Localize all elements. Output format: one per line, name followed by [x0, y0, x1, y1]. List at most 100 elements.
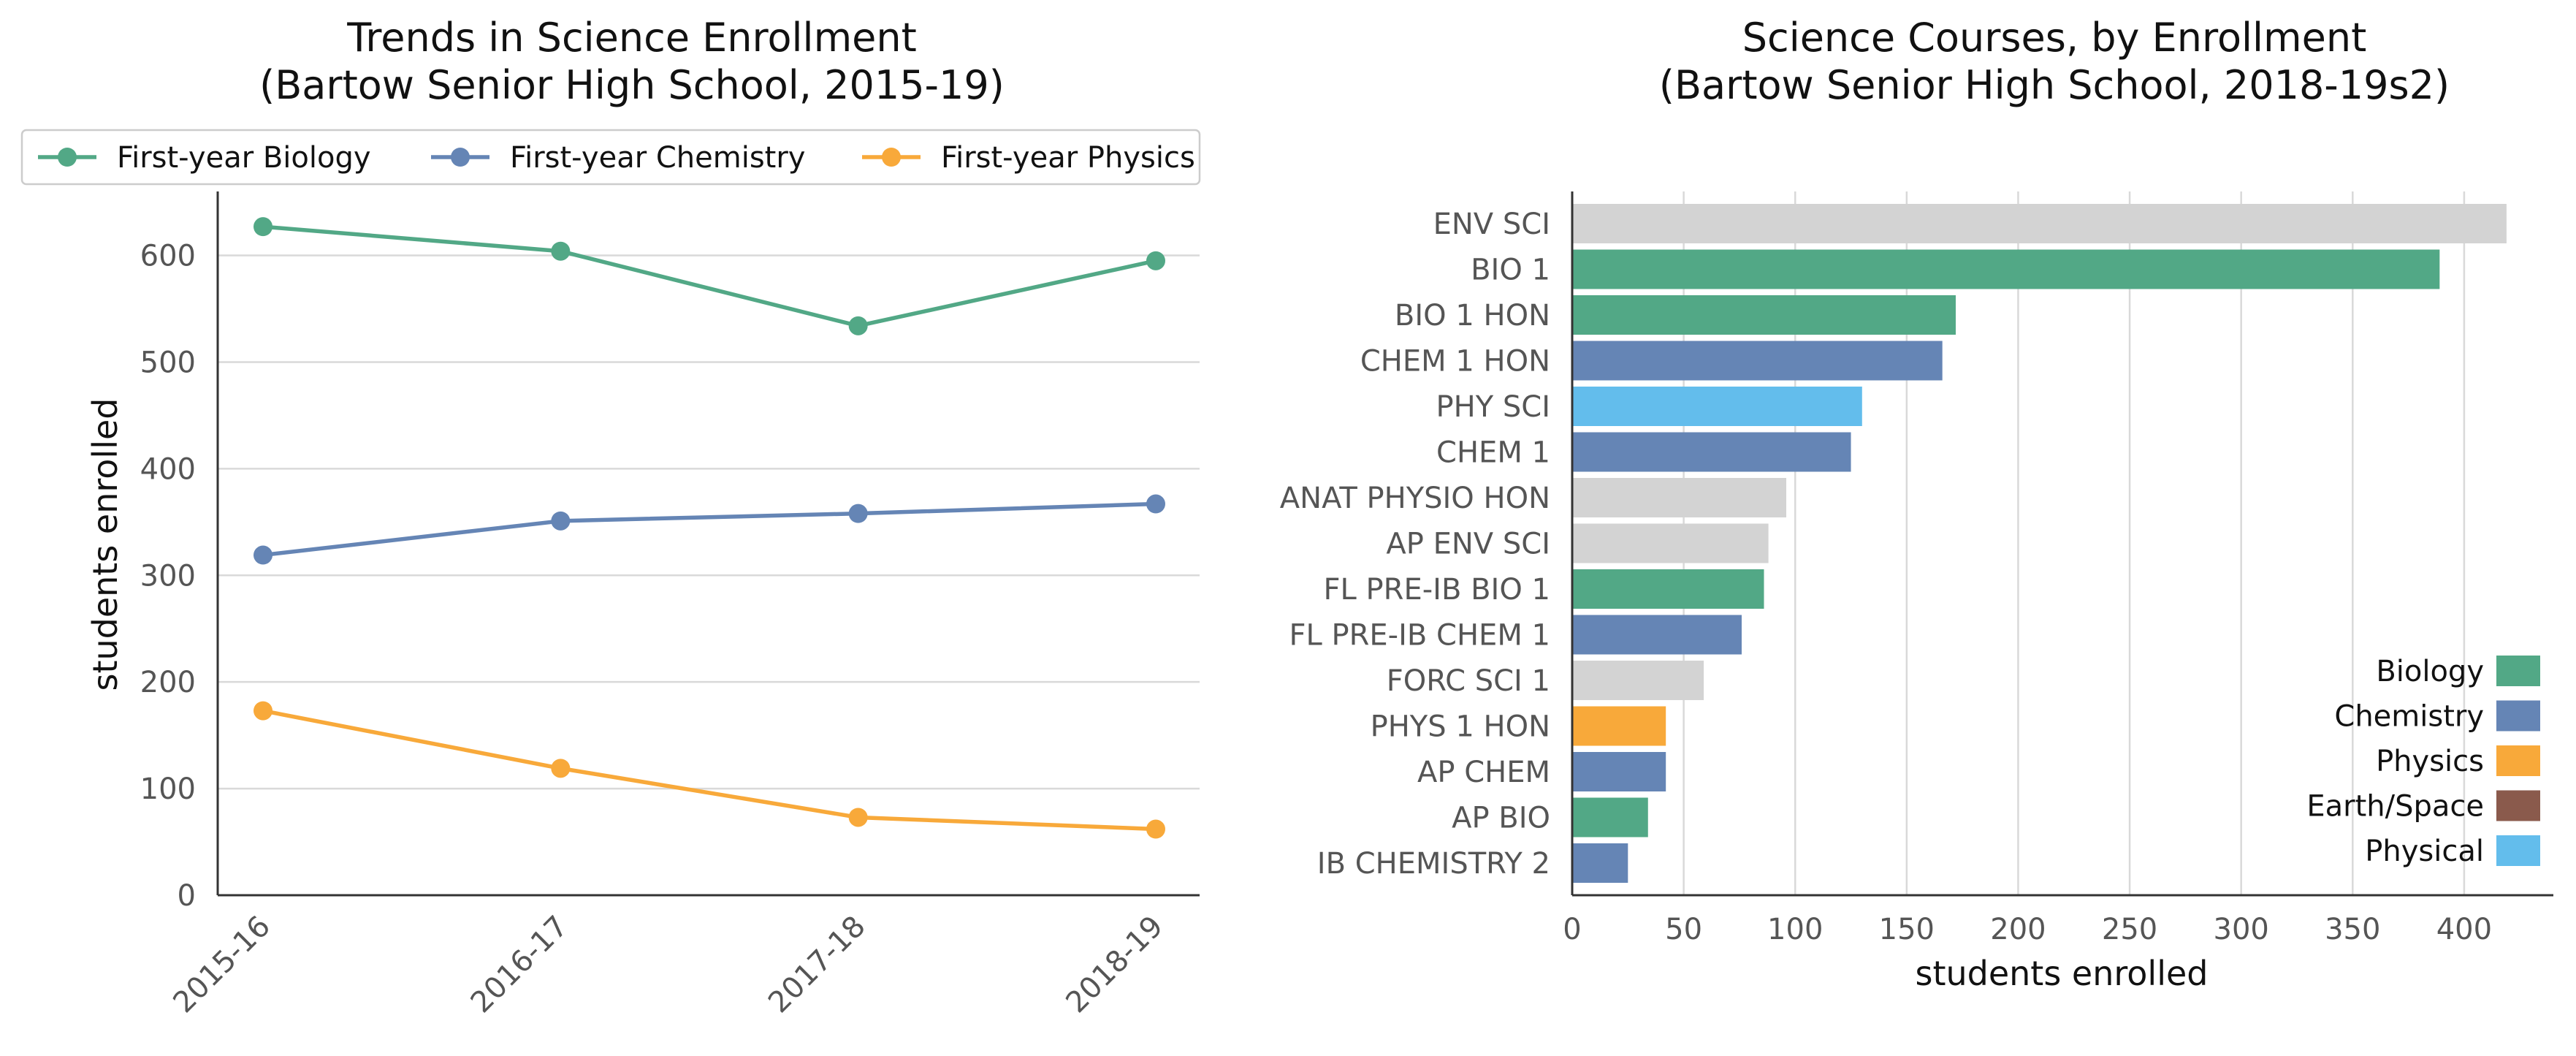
- bar: [1572, 569, 1764, 609]
- line-chart-legend-box: [20, 129, 1201, 186]
- bar-chart-x-ticks: 0 50 100 150 200 250 300 350 400: [1563, 913, 2492, 946]
- y-tick-label: 0: [178, 879, 196, 913]
- bar-chart-title: Science Courses, by Enrollment: [1742, 15, 2367, 61]
- series-line: [262, 224, 1156, 328]
- bar: [1572, 432, 1851, 472]
- data-point: [551, 241, 571, 261]
- y-tick-label: 200: [140, 666, 196, 699]
- legend-marker: [58, 148, 77, 167]
- legend-marker: [882, 148, 901, 167]
- bar: [1572, 204, 2507, 243]
- category-label: FORC SCI 1: [1387, 664, 1550, 698]
- bar: [1572, 615, 1742, 655]
- category-label: AP CHEM: [1417, 756, 1550, 789]
- x-tick-label: 250: [2102, 913, 2157, 946]
- legend-swatch: [2496, 700, 2540, 732]
- bar: [1572, 661, 1704, 700]
- legend-label: Physical: [2365, 835, 2484, 868]
- category-label: CHEM 1 HON: [1360, 345, 1550, 379]
- data-point: [1146, 494, 1165, 514]
- category-label: FL PRE-IB BIO 1: [1324, 573, 1550, 607]
- y-tick-label: 300: [140, 559, 196, 593]
- y-tick-label: 100: [140, 772, 196, 806]
- bar: [1572, 523, 1769, 563]
- bar-chart-subtitle: (Bartow Senior High School, 2018-19s2): [1659, 62, 2450, 108]
- line-chart-title: Trends in Science Enrollment: [346, 15, 917, 61]
- bar: [1572, 387, 1862, 426]
- legend-label: Biology: [2376, 655, 2484, 688]
- x-tick-label: 0: [1563, 913, 1581, 946]
- bar: [1572, 797, 1648, 837]
- data-point: [848, 504, 868, 523]
- legend-label: Physics: [2376, 745, 2484, 778]
- bar: [1572, 478, 1787, 517]
- category-label: PHYS 1 HON: [1371, 710, 1550, 744]
- x-tick-label: 2016-17: [465, 910, 575, 1020]
- y-tick-label: 600: [140, 240, 196, 273]
- x-tick-label: 100: [1767, 913, 1823, 946]
- x-tick-label: 200: [1990, 913, 2046, 946]
- x-tick-label: 2017-18: [762, 910, 872, 1020]
- category-label: FL PRE-IB CHEM 1: [1289, 619, 1550, 653]
- y-tick-label: 400: [140, 452, 196, 486]
- data-point: [254, 701, 273, 721]
- series-line: [262, 708, 1156, 832]
- line-chart-y-ticks: 0 100 200 300 400 500 600: [140, 240, 196, 913]
- x-tick-label: 2015-16: [167, 910, 277, 1020]
- legend-label: First-year Chemistry: [510, 141, 805, 175]
- x-tick-label: 50: [1665, 913, 1702, 946]
- legend-swatch: [2496, 656, 2540, 686]
- bar: [1572, 706, 1666, 746]
- data-point: [848, 808, 868, 827]
- x-tick-label: 300: [2214, 913, 2269, 946]
- bar-chart-legend: Biology Chemistry Physics Earth/Space Physic…: [2306, 655, 2540, 868]
- category-label: IB CHEMISTRY 2: [1317, 847, 1550, 881]
- legend-swatch: [2496, 790, 2540, 821]
- category-label: AP BIO: [1452, 802, 1550, 835]
- legend-label: Earth/Space: [2306, 790, 2484, 824]
- bar-chart-x-axis-label: students enrolled: [1916, 954, 2209, 993]
- category-label: CHEM 1: [1436, 436, 1550, 470]
- legend-swatch: [2496, 745, 2540, 776]
- data-point: [551, 511, 571, 531]
- category-label: AP ENV SCI: [1386, 528, 1550, 561]
- bar-chart-bars: [1572, 204, 2507, 883]
- data-point: [848, 316, 868, 335]
- line-chart-y-axis-label: students enrolled: [85, 398, 125, 691]
- category-label: PHY SCI: [1436, 390, 1550, 424]
- x-tick-label: 150: [1879, 913, 1935, 946]
- line-chart-x-ticks: 2015-16 2016-17 2017-18 2018-19: [167, 910, 1170, 1020]
- line-chart-legend: First-year Biology First-year Chemistry Fi…: [20, 129, 1201, 186]
- bar: [1572, 249, 2440, 289]
- series-line: [262, 501, 1156, 558]
- line-chart-series: [254, 217, 1165, 839]
- legend-swatch: [2496, 835, 2540, 866]
- legend-label: First-year Biology: [117, 141, 371, 175]
- data-point: [551, 759, 571, 778]
- legend-label: First-year Physics: [941, 141, 1195, 175]
- category-label: BIO 1 HON: [1395, 299, 1550, 333]
- line-chart-subtitle: (Bartow Senior High School, 2015-19): [259, 62, 1005, 108]
- bar: [1572, 341, 1943, 381]
- legend-label: Chemistry: [2334, 700, 2484, 734]
- line-chart-grid: [218, 254, 1200, 790]
- bar: [1572, 752, 1666, 791]
- category-label: ANAT PHYSIO HON: [1280, 482, 1550, 515]
- data-point: [254, 545, 273, 565]
- legend-marker: [451, 148, 470, 167]
- bar-chart: Science Courses, by Enrollment (Bartow S…: [1280, 15, 2553, 993]
- data-point: [254, 217, 273, 237]
- data-point: [1146, 819, 1165, 839]
- x-tick-label: 400: [2436, 913, 2492, 946]
- bar: [1572, 843, 1628, 883]
- x-tick-label: 2018-19: [1059, 910, 1170, 1020]
- bar-chart-category-labels: ENV SCI BIO 1 BIO 1 HON CHEM 1 HON PHY SCI CH…: [1280, 208, 1550, 881]
- category-label: BIO 1: [1471, 254, 1550, 287]
- y-tick-label: 500: [140, 346, 196, 379]
- line-chart: Trends in Science Enrollment (Bartow Sen…: [20, 15, 1201, 1020]
- x-tick-label: 350: [2325, 913, 2380, 946]
- category-label: ENV SCI: [1433, 208, 1550, 241]
- data-point: [1146, 251, 1165, 270]
- bar: [1572, 295, 1956, 335]
